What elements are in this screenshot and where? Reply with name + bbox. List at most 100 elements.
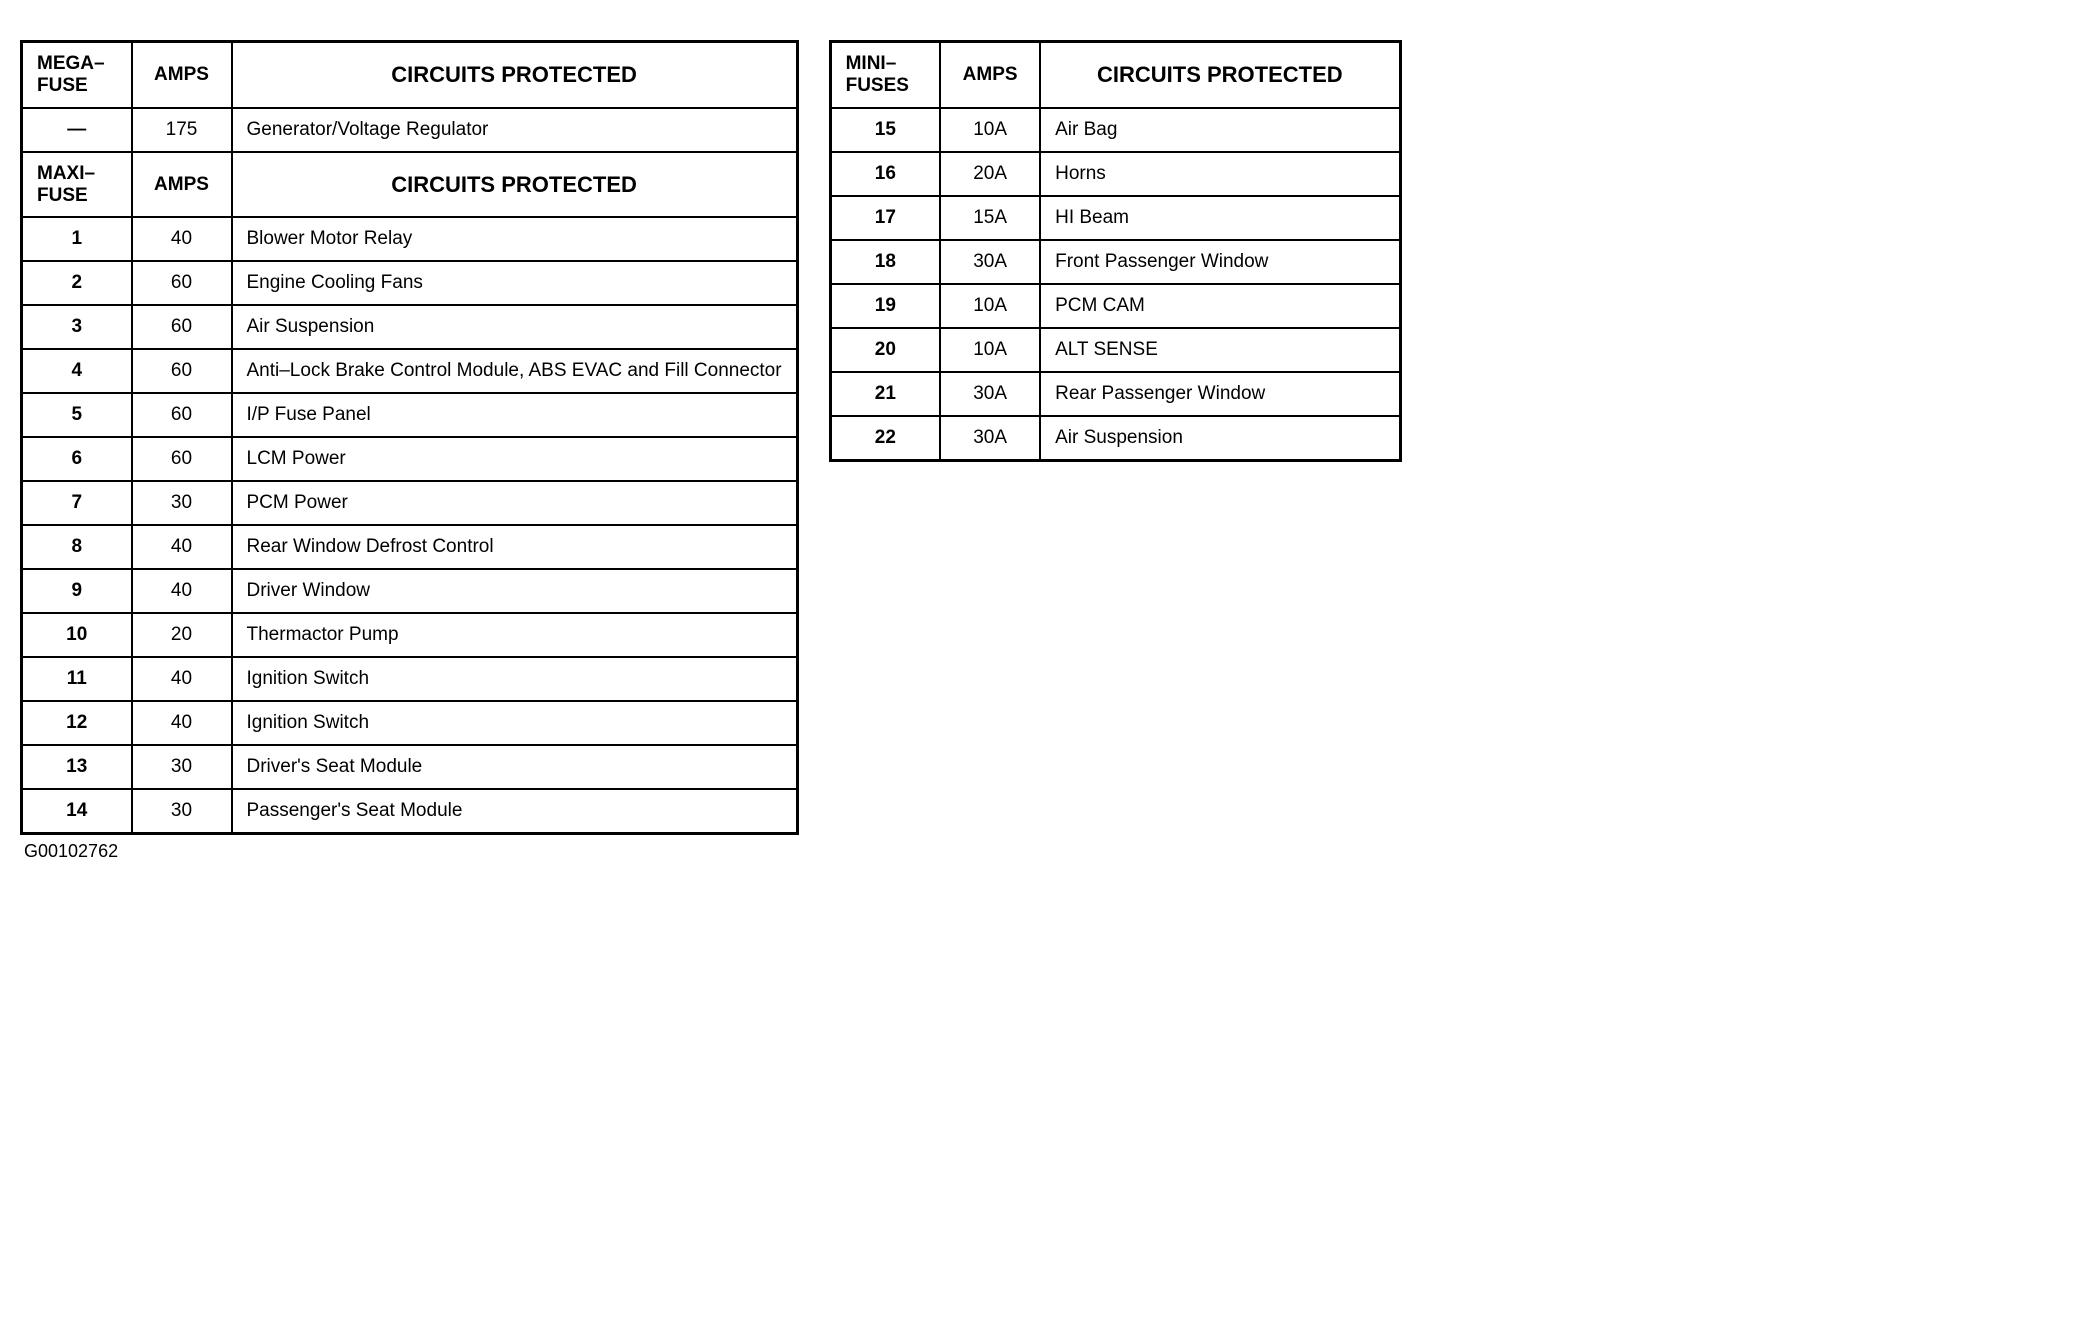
table-row: —175Generator/Voltage Regulator [22, 108, 798, 152]
fuse-id: 7 [22, 481, 132, 525]
fuse-circuit: Anti–Lock Brake Control Module, ABS EVAC… [232, 349, 798, 393]
fuse-circuit: Air Suspension [232, 305, 798, 349]
fuse-circuit: Ignition Switch [232, 701, 798, 745]
fuse-circuit: Driver's Seat Module [232, 745, 798, 789]
fuse-id: 17 [830, 196, 940, 240]
fuse-id: 20 [830, 328, 940, 372]
fuse-id: 11 [22, 657, 132, 701]
maxi-fuse-header-row: MAXI–FUSE AMPS CIRCUITS PROTECTED [22, 152, 798, 218]
table-row: 1830AFront Passenger Window [830, 240, 1400, 284]
fuse-id: 22 [830, 416, 940, 461]
fuse-id: 12 [22, 701, 132, 745]
fuse-amps: 60 [132, 349, 232, 393]
table-row: 2130ARear Passenger Window [830, 372, 1400, 416]
fuse-circuit: ALT SENSE [1040, 328, 1400, 372]
fuse-amps: 60 [132, 305, 232, 349]
mega-fuse-circuits-header: CIRCUITS PROTECTED [232, 42, 798, 108]
fuse-circuit: PCM Power [232, 481, 798, 525]
fuse-circuit: Horns [1040, 152, 1400, 196]
page-wrap: MEGA–FUSE AMPS CIRCUITS PROTECTED —175Ge… [20, 40, 2075, 862]
fuse-id: 2 [22, 261, 132, 305]
fuse-circuit: Air Bag [1040, 108, 1400, 152]
fuse-id: — [22, 108, 132, 152]
mini-fuse-header-row: MINI–FUSES AMPS CIRCUITS PROTECTED [830, 42, 1400, 108]
fuse-table-left: MEGA–FUSE AMPS CIRCUITS PROTECTED —175Ge… [20, 40, 799, 835]
fuse-amps: 60 [132, 393, 232, 437]
fuse-circuit: Ignition Switch [232, 657, 798, 701]
fuse-id: 10 [22, 613, 132, 657]
table-row: 1330Driver's Seat Module [22, 745, 798, 789]
maxi-fuse-label: MAXI–FUSE [22, 152, 132, 218]
fuse-circuit: Rear Window Defrost Control [232, 525, 798, 569]
fuse-amps: 40 [132, 525, 232, 569]
fuse-amps: 60 [132, 437, 232, 481]
table-row: 1020Thermactor Pump [22, 613, 798, 657]
table-row: 1240Ignition Switch [22, 701, 798, 745]
fuse-amps: 15A [940, 196, 1040, 240]
table-row: 660LCM Power [22, 437, 798, 481]
fuse-amps: 175 [132, 108, 232, 152]
table-row: 360Air Suspension [22, 305, 798, 349]
table-row: 1620AHorns [830, 152, 1400, 196]
fuse-circuit: I/P Fuse Panel [232, 393, 798, 437]
table-row: 940Driver Window [22, 569, 798, 613]
mega-fuse-amps-header: AMPS [132, 42, 232, 108]
fuse-circuit: Passenger's Seat Module [232, 789, 798, 834]
table-row: 1430Passenger's Seat Module [22, 789, 798, 834]
right-column: MINI–FUSES AMPS CIRCUITS PROTECTED 1510A… [829, 40, 1402, 462]
fuse-amps: 60 [132, 261, 232, 305]
maxi-fuse-amps-header: AMPS [132, 152, 232, 218]
fuse-id: 3 [22, 305, 132, 349]
fuse-id: 18 [830, 240, 940, 284]
fuse-amps: 30 [132, 481, 232, 525]
maxi-fuse-circuits-header: CIRCUITS PROTECTED [232, 152, 798, 218]
fuse-id: 13 [22, 745, 132, 789]
fuse-amps: 20A [940, 152, 1040, 196]
fuse-id: 8 [22, 525, 132, 569]
table-row: 2230AAir Suspension [830, 416, 1400, 461]
mini-fuse-amps-header: AMPS [940, 42, 1040, 108]
fuse-id: 9 [22, 569, 132, 613]
fuse-circuit: Rear Passenger Window [1040, 372, 1400, 416]
fuse-amps: 40 [132, 657, 232, 701]
fuse-circuit: Generator/Voltage Regulator [232, 108, 798, 152]
table-row: 730PCM Power [22, 481, 798, 525]
fuse-circuit: HI Beam [1040, 196, 1400, 240]
fuse-circuit: Front Passenger Window [1040, 240, 1400, 284]
fuse-circuit: LCM Power [232, 437, 798, 481]
table-row: 560I/P Fuse Panel [22, 393, 798, 437]
fuse-id: 4 [22, 349, 132, 393]
fuse-circuit: Thermactor Pump [232, 613, 798, 657]
table-row: 140Blower Motor Relay [22, 217, 798, 261]
table-row: 1910APCM CAM [830, 284, 1400, 328]
left-column: MEGA–FUSE AMPS CIRCUITS PROTECTED —175Ge… [20, 40, 799, 862]
mega-fuse-label: MEGA–FUSE [22, 42, 132, 108]
fuse-amps: 10A [940, 108, 1040, 152]
fuse-id: 16 [830, 152, 940, 196]
fuse-amps: 20 [132, 613, 232, 657]
table-row: 1140Ignition Switch [22, 657, 798, 701]
fuse-id: 15 [830, 108, 940, 152]
table-row: 840Rear Window Defrost Control [22, 525, 798, 569]
fuse-amps: 10A [940, 328, 1040, 372]
fuse-amps: 30 [132, 789, 232, 834]
mini-fuse-label: MINI–FUSES [830, 42, 940, 108]
fuse-circuit: Engine Cooling Fans [232, 261, 798, 305]
table-row: 260Engine Cooling Fans [22, 261, 798, 305]
fuse-table-right: MINI–FUSES AMPS CIRCUITS PROTECTED 1510A… [829, 40, 1402, 462]
fuse-id: 1 [22, 217, 132, 261]
fuse-amps: 40 [132, 569, 232, 613]
document-id: G00102762 [20, 841, 799, 862]
fuse-id: 5 [22, 393, 132, 437]
fuse-amps: 40 [132, 701, 232, 745]
fuse-amps: 30A [940, 372, 1040, 416]
fuse-amps: 40 [132, 217, 232, 261]
table-row: 1715AHI Beam [830, 196, 1400, 240]
table-row: 460Anti–Lock Brake Control Module, ABS E… [22, 349, 798, 393]
mega-fuse-header-row: MEGA–FUSE AMPS CIRCUITS PROTECTED [22, 42, 798, 108]
fuse-id: 14 [22, 789, 132, 834]
fuse-amps: 30A [940, 240, 1040, 284]
fuse-amps: 10A [940, 284, 1040, 328]
table-row: 1510AAir Bag [830, 108, 1400, 152]
mini-fuse-circuits-header: CIRCUITS PROTECTED [1040, 42, 1400, 108]
